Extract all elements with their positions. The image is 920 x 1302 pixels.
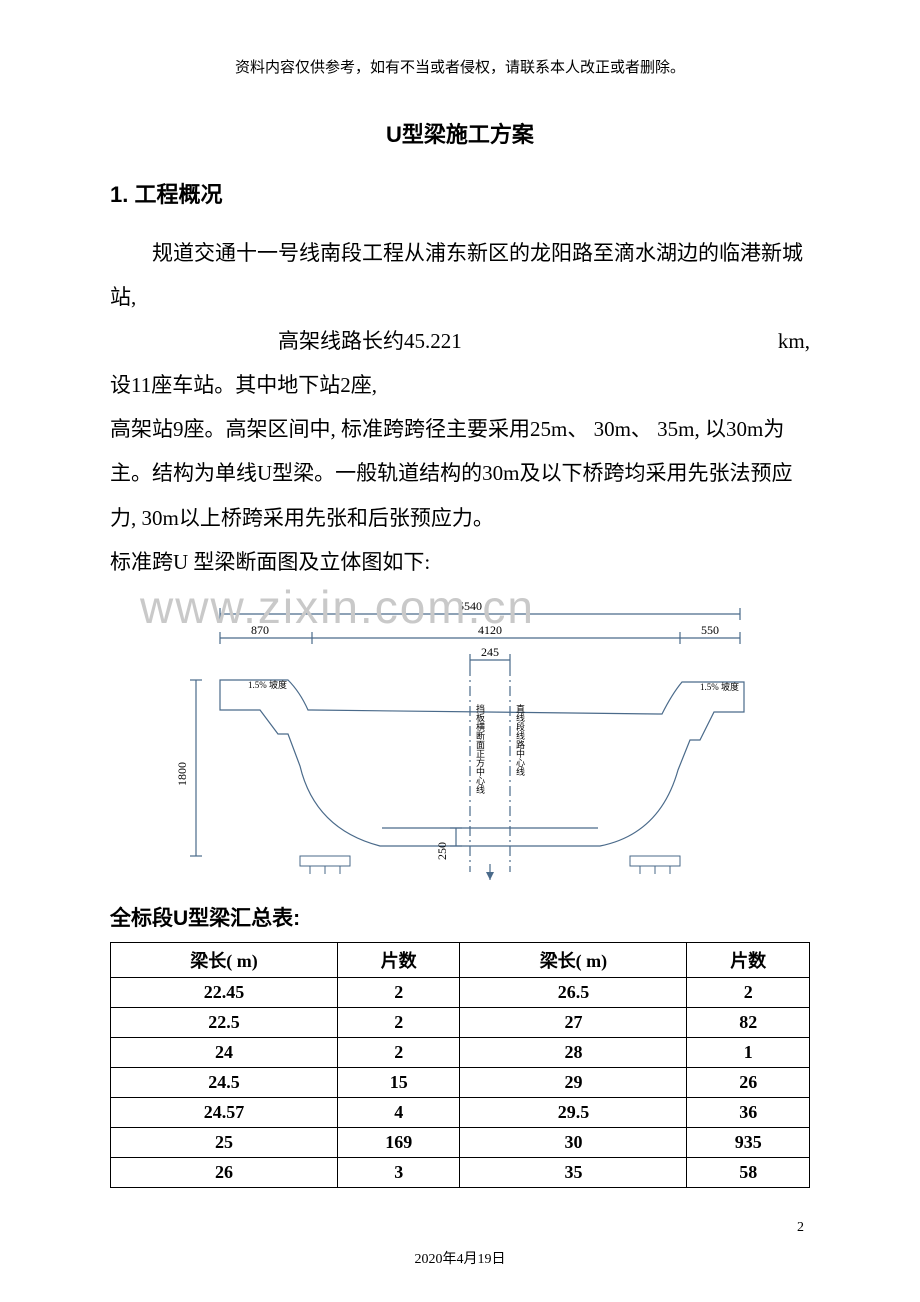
table-cell: 2 [687,977,810,1007]
dim-4120: 4120 [478,623,502,637]
table-cell: 2 [337,1037,460,1067]
th-0: 梁长( m) [111,942,338,977]
dim-245: 245 [481,645,499,659]
table-cell: 4 [337,1097,460,1127]
dim-5540: 5540 [458,599,482,613]
table-subheading: 全标段U型梁汇总表: [110,902,810,932]
table-cell: 27 [460,1007,687,1037]
table-cell: 36 [687,1097,810,1127]
table-cell: 29 [460,1067,687,1097]
dim-870: 870 [251,623,269,637]
table-cell: 29.5 [460,1097,687,1127]
vtext-left: 挡板横断面正方中心线 [475,703,485,794]
page-number: 2 [797,1220,804,1236]
paragraph-2: 高架线路长约45.221 km, [110,319,810,363]
table-cell: 3 [337,1157,460,1187]
paragraph-4: 高架站9座。高架区间中, 标准跨跨径主要采用25m、 30m、 35m, 以30… [110,407,810,539]
vtext-right: 直线段线路中心线 [515,703,525,776]
table-header-row: 梁长( m) 片数 梁长( m) 片数 [111,942,810,977]
paragraph-3: 设11座车站。其中地下站2座, [110,363,810,407]
table-cell: 24 [111,1037,338,1067]
table-row: 24.57429.536 [111,1097,810,1127]
table-cell: 169 [337,1127,460,1157]
table-cell: 2 [337,1007,460,1037]
section-heading-1: 1. 工程概况 [110,177,810,209]
table-cell: 15 [337,1067,460,1097]
table-row: 24.5152926 [111,1067,810,1097]
summary-table: 梁长( m) 片数 梁长( m) 片数 22.45226.5222.522782… [110,942,810,1188]
table-row: 2516930935 [111,1127,810,1157]
dim-250: 250 [435,842,449,860]
document-title: U型梁施工方案 [110,117,810,149]
dim-550: 550 [701,623,719,637]
table-cell: 35 [460,1157,687,1187]
th-1: 片数 [337,942,460,977]
table-cell: 935 [687,1127,810,1157]
table-cell: 82 [687,1007,810,1037]
disclaimer-text: 资料内容仅供参考，如有不当或者侵权，请联系本人改正或者删除。 [110,56,810,77]
cross-section-figure: 5540 870 4120 550 245 [160,594,760,884]
paragraph-2a: 高架线路长约45.221 [278,319,462,363]
table-cell: 22.45 [111,977,338,1007]
table-cell: 22.5 [111,1007,338,1037]
paragraph-2b: km, [778,319,810,363]
th-2: 梁长( m) [460,942,687,977]
slope-right: 1.5% 坡度 [700,681,739,692]
table-row: 22.522782 [111,1007,810,1037]
table-row: 242281 [111,1037,810,1067]
dim-1800: 1800 [175,762,189,786]
paragraph-1: 规道交通十一号线南段工程从浦东新区的龙阳路至滴水湖边的临港新城站, [110,231,810,319]
table-cell: 26 [687,1067,810,1097]
table-cell: 25 [111,1127,338,1157]
table-cell: 24.5 [111,1067,338,1097]
table-cell: 1 [687,1037,810,1067]
paragraph-5: 标准跨U 型梁断面图及立体图如下: [110,540,810,584]
table-row: 2633558 [111,1157,810,1187]
table-cell: 26 [111,1157,338,1187]
table-cell: 28 [460,1037,687,1067]
table-cell: 24.57 [111,1097,338,1127]
table-row: 22.45226.52 [111,977,810,1007]
slope-left: 1.5% 坡度 [248,679,287,690]
th-3: 片数 [687,942,810,977]
table-cell: 26.5 [460,977,687,1007]
table-cell: 2 [337,977,460,1007]
table-cell: 58 [687,1157,810,1187]
table-cell: 30 [460,1127,687,1157]
footer-date: 2020年4月19日 [0,1248,920,1268]
